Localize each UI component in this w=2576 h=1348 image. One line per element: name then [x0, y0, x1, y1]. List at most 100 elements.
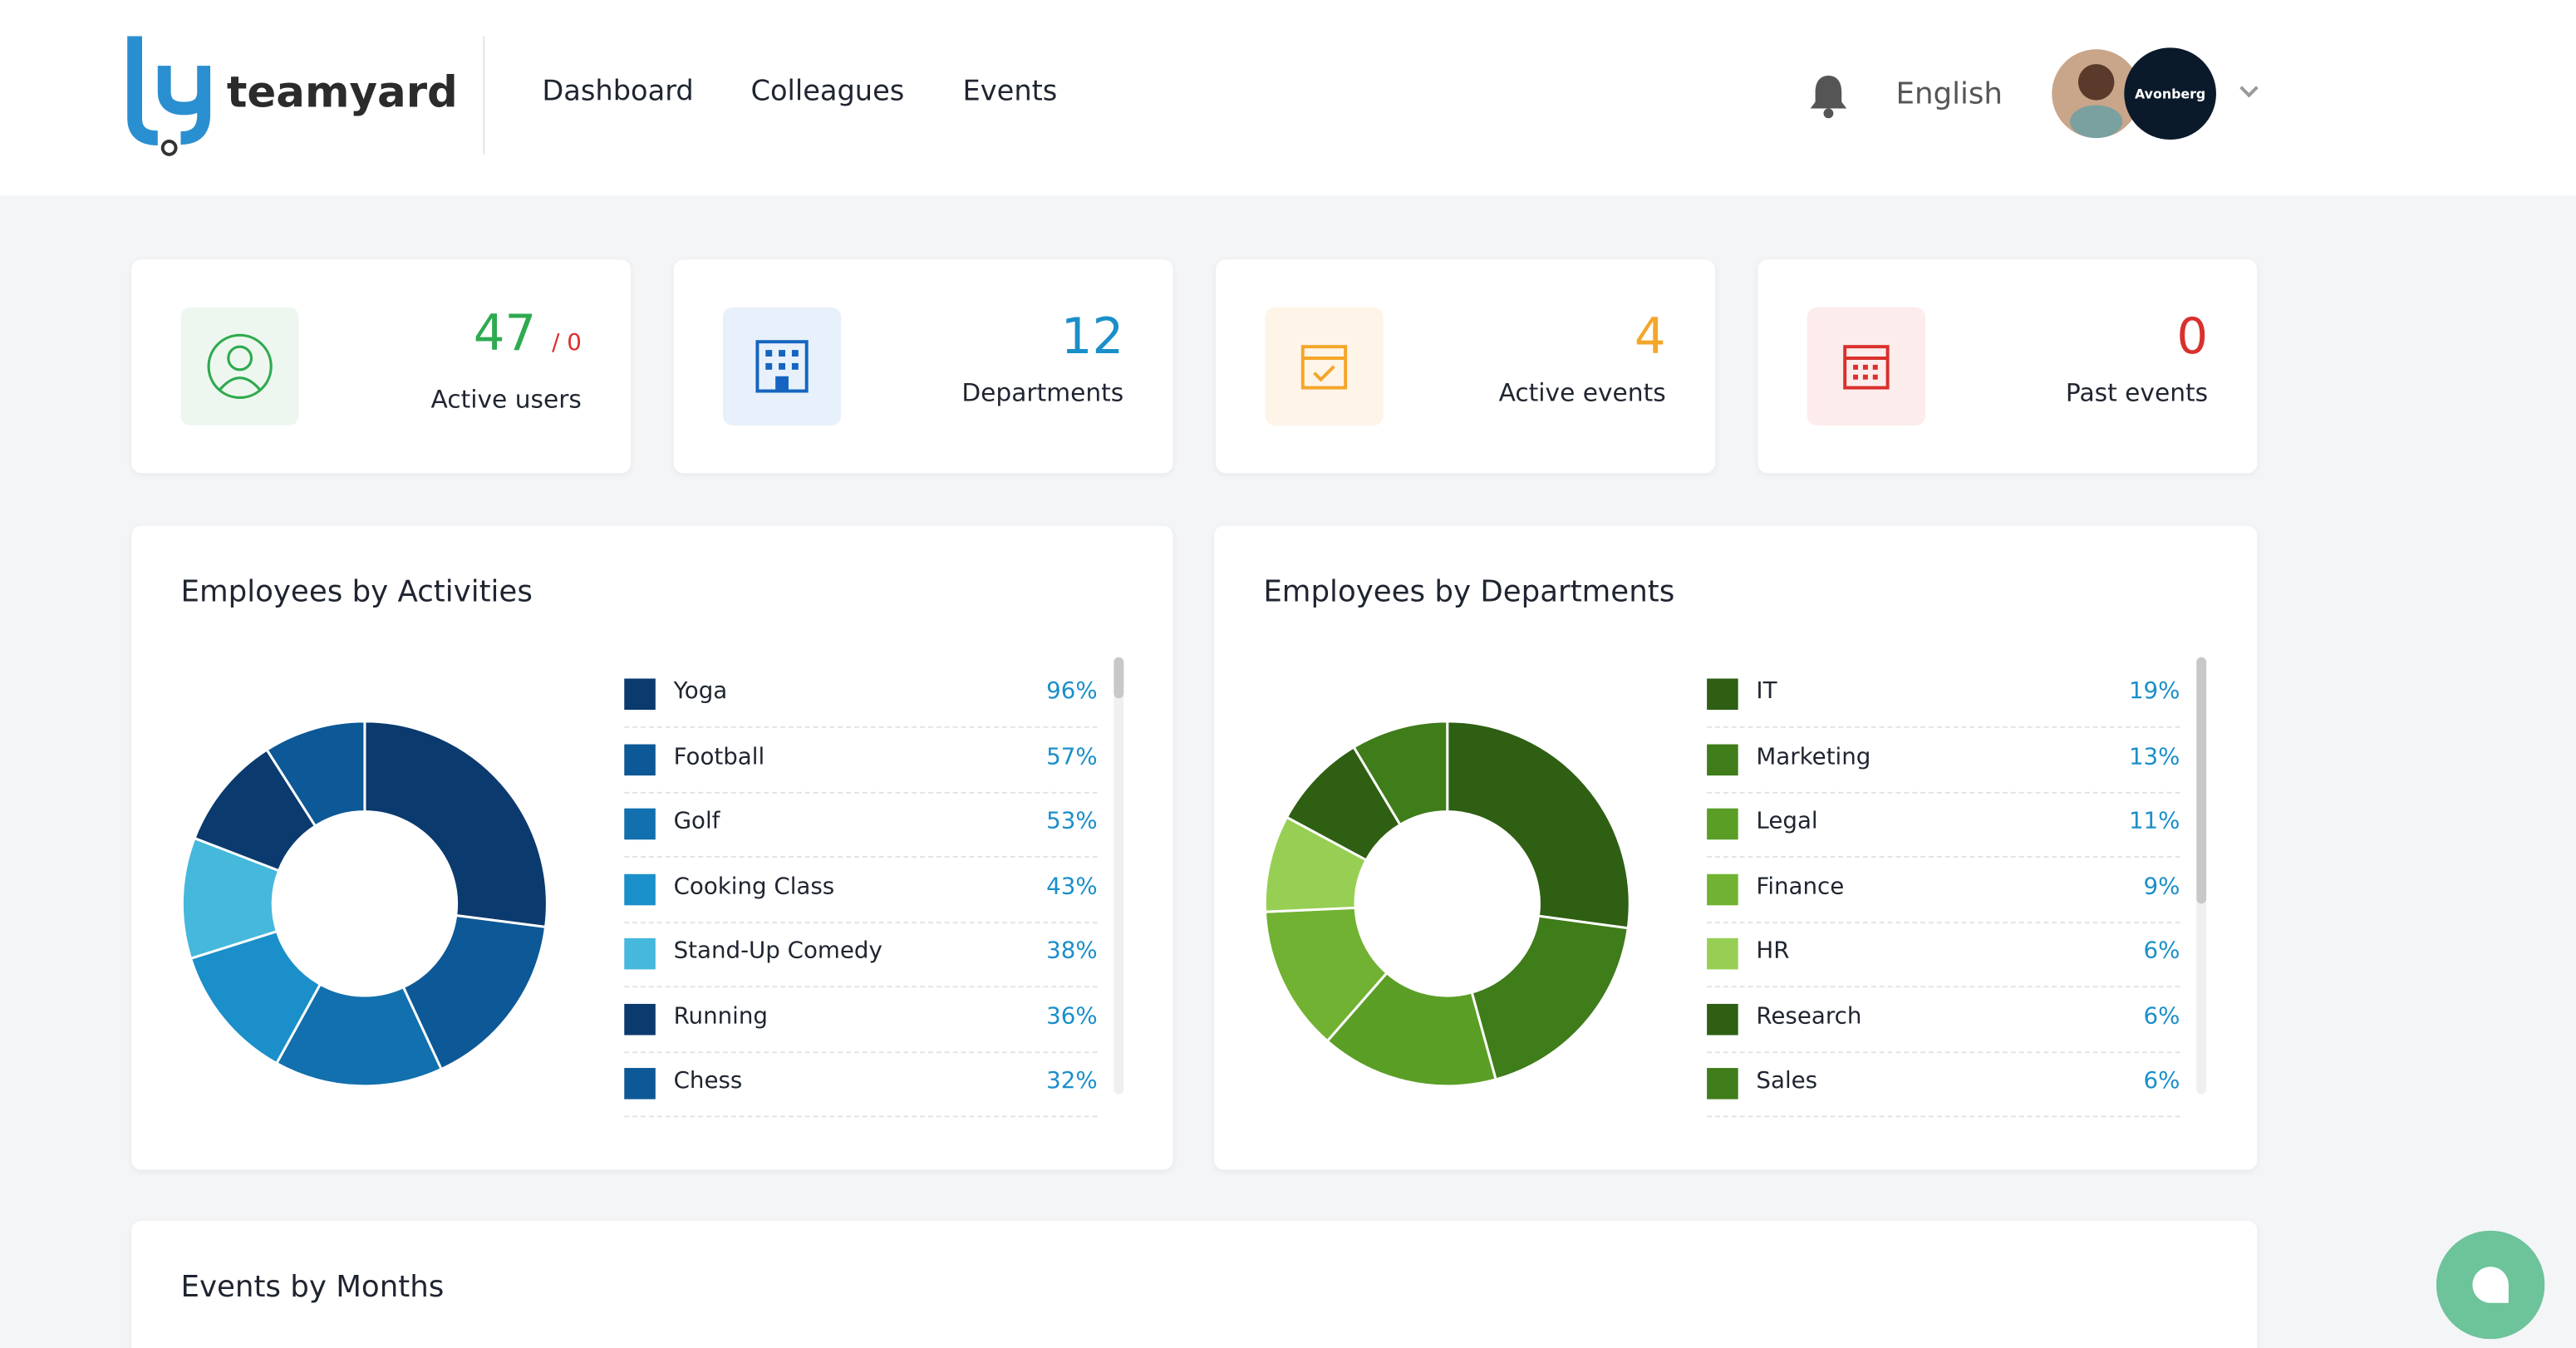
legend-label: Marketing [1756, 743, 1871, 770]
divider [483, 36, 485, 155]
legend-value: 9% [2143, 873, 2180, 900]
legend-row: Legal 11% [1707, 792, 2180, 858]
legend-row: Cooking Class 43% [624, 857, 1098, 923]
legend-row: Football 57% [624, 727, 1098, 793]
stat-label: Departments [961, 377, 1124, 408]
chart-card: Employees by Departments IT 19% Marketing 13… [1214, 525, 2258, 1170]
language[interactable]: English [1895, 76, 2003, 112]
scrollbar [1113, 657, 1124, 1095]
legend-swatch [624, 1002, 656, 1035]
legend-swatch [624, 1068, 656, 1100]
legend-swatch [1707, 1002, 1738, 1035]
nav-link[interactable]: Dashboard [542, 75, 694, 109]
legend-row: Sales 6% [1707, 1051, 2180, 1118]
legend-row: Golf 53% [624, 792, 1098, 858]
donut-slice [1352, 720, 1449, 827]
stat-card: 0 Past events [1757, 259, 2258, 474]
stat-label: Active events [1498, 377, 1666, 408]
legend-row: Chess 32% [624, 1051, 1098, 1118]
events-card: Events by Months [131, 1220, 2258, 1348]
legend-swatch [624, 743, 656, 775]
stat-card: 4 Active events [1215, 259, 1715, 474]
stat-card: 12 Departments [673, 259, 1173, 474]
legend-swatch [1707, 808, 1738, 840]
donut-slice [363, 720, 548, 929]
legend-row: IT 19% [1707, 662, 2180, 728]
legend-swatch [1707, 1068, 1738, 1100]
logo-text: teamyard [226, 69, 458, 119]
donut-slice [1325, 971, 1497, 1088]
legend-swatch [624, 678, 656, 711]
stat-value: 12 [1060, 308, 1124, 367]
logo-icon [127, 36, 211, 156]
chart-title: Employees by Departments [1263, 574, 1675, 610]
donut [1263, 720, 1631, 1088]
legend-value: 43% [1046, 873, 1098, 900]
legend-label: Sales [1756, 1068, 1818, 1095]
legend-value: 38% [1046, 937, 1098, 965]
donut-slice [401, 913, 548, 1071]
legend-value: 32% [1046, 1068, 1098, 1095]
stat-value: 47 [473, 305, 537, 363]
legend-label: Legal [1756, 808, 1818, 835]
chart-title: Employees by Activities [180, 574, 533, 610]
legend-value: 6% [2143, 937, 2180, 965]
avatar[interactable]: Avonberg [2047, 46, 2277, 145]
legend-swatch [1707, 743, 1738, 775]
donut-slice [1470, 914, 1630, 1081]
stat-label: Active users [430, 384, 582, 415]
donut [181, 720, 548, 1088]
scroll-thumb [1113, 657, 1124, 699]
stat-suffix: / 0 [552, 330, 582, 357]
section-title: Events by Months [180, 1270, 445, 1305]
legend-label: Cooking Class [673, 873, 835, 900]
company: Avonberg [2135, 86, 2205, 102]
legend-value: 19% [2128, 678, 2180, 706]
chat-button[interactable] [2436, 1230, 2545, 1340]
legend-row: Marketing 13% [1707, 727, 2180, 793]
legend-swatch [1707, 678, 1738, 711]
legend-label: Stand-Up Comedy [673, 937, 882, 965]
donut-slice [265, 720, 366, 828]
legend-value: 6% [2143, 1068, 2180, 1095]
legend-row: Stand-Up Comedy 38% [624, 922, 1098, 988]
legend-row: Research 6% [1707, 986, 2180, 1053]
legend-row: Finance 9% [1707, 857, 2180, 923]
legend-swatch [1707, 937, 1738, 970]
stat-label: Past events [2065, 377, 2209, 408]
legend-swatch [1707, 873, 1738, 905]
legend-swatch [624, 937, 656, 970]
legend-label: IT [1756, 678, 1777, 706]
legend-label: Chess [673, 1068, 743, 1095]
legend-row: Running 36% [624, 986, 1098, 1053]
donut-slice [274, 982, 444, 1088]
legend-value: 96% [1046, 678, 1098, 706]
legend-value: 11% [2128, 808, 2180, 835]
bell-icon[interactable] [1809, 72, 1848, 119]
legend-swatch [624, 808, 656, 840]
legend-value: 13% [2128, 743, 2180, 770]
legend-label: Football [673, 743, 765, 770]
legend-value: 53% [1046, 808, 1098, 835]
legend-label: Golf [673, 808, 720, 835]
chart-card: Employees by Activities Yoga 96% Football 57… [131, 525, 1173, 1170]
nav-link[interactable]: Colleagues [750, 75, 905, 109]
scroll-thumb [2196, 657, 2207, 904]
stat-card: 47 / 0 Active users [131, 259, 632, 474]
scrollbar [2196, 657, 2207, 1095]
legend-value: 36% [1046, 1002, 1098, 1030]
legend-value: 57% [1046, 743, 1098, 770]
legend-label: Finance [1756, 873, 1845, 900]
nav-link[interactable]: Events [962, 75, 1058, 109]
legend-label: Yoga [673, 678, 728, 706]
legend-swatch [624, 873, 656, 905]
header: teamyard Dashboard Colleagues Events Eng… [0, 0, 2576, 196]
legend-value: 6% [2143, 1002, 2180, 1030]
donut-slice [1446, 720, 1631, 930]
legend-row: Yoga 96% [624, 662, 1098, 728]
legend-row: HR 6% [1707, 922, 2180, 988]
legend-label: HR [1756, 937, 1790, 965]
legend-label: Research [1756, 1002, 1862, 1030]
stat-value: 4 [1634, 308, 1666, 367]
